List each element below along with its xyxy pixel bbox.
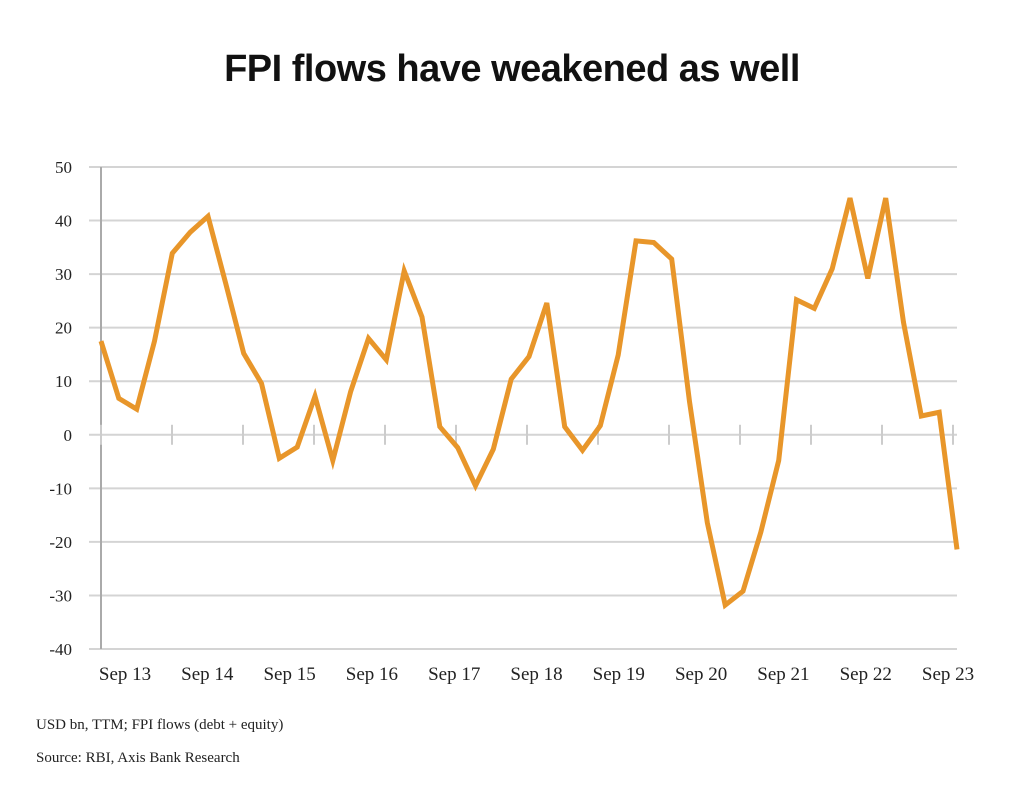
x-tick-label: Sep 19 — [593, 664, 645, 685]
series-layer — [98, 197, 960, 610]
axes — [89, 167, 957, 649]
x-tick-label: Sep 23 — [922, 664, 974, 685]
x-tick-label: Sep 20 — [675, 664, 727, 685]
x-tick-label: Sep 16 — [346, 664, 398, 685]
y-tick-label: 40 — [55, 212, 72, 231]
chart-title: FPI flows have weakened as well — [224, 48, 800, 90]
y-tick-label: 10 — [55, 372, 72, 391]
y-tick-label: -20 — [49, 533, 72, 552]
y-tick-label: 0 — [64, 426, 73, 445]
x-tick-label: Sep 18 — [510, 664, 562, 685]
x-tick-label: Sep 21 — [757, 664, 809, 685]
units-note: USD bn, TTM; FPI flows (debt + equity) — [36, 717, 284, 733]
x-tick-label: Sep 15 — [263, 664, 315, 685]
y-tick-labels: 50 40 30 20 10 0 -10 -20 -30 -40 — [49, 158, 72, 659]
x-tick-label: Sep 14 — [181, 664, 234, 685]
y-tick-label: -40 — [49, 640, 72, 659]
x-tick-label: Sep 17 — [428, 664, 480, 685]
y-tick-label: 20 — [55, 319, 72, 338]
series-line — [98, 197, 960, 610]
y-tick-label: 50 — [55, 158, 72, 177]
y-tick-label: 30 — [55, 265, 72, 284]
x-tick-label: Sep 22 — [840, 664, 892, 685]
source-note: Source: RBI, Axis Bank Research — [36, 750, 240, 766]
y-tick-label: -10 — [49, 479, 72, 498]
x-tick-label: Sep 13 — [99, 664, 151, 685]
x-tick-labels: Sep 13 Sep 14 Sep 15 Sep 16 Sep 17 Sep 18 Sep … — [99, 664, 974, 685]
gridlines — [89, 166, 957, 650]
y-tick-label: -30 — [49, 586, 72, 605]
